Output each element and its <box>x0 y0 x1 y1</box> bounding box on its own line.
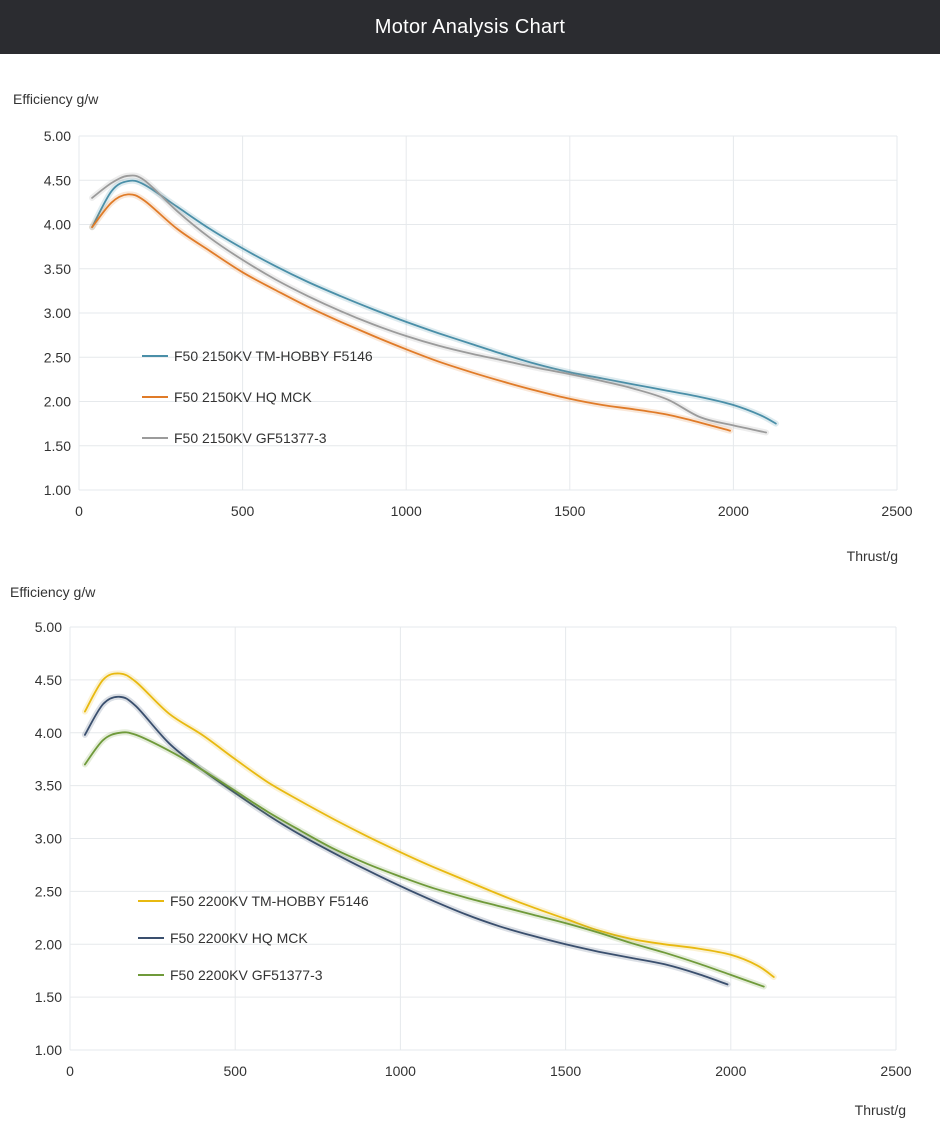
legend-label: F50 2150KV GF51377-3 <box>174 430 327 446</box>
y-axis-title: Efficiency g/w <box>10 584 96 600</box>
series-line-glow <box>89 177 779 427</box>
x-tick-label: 1000 <box>391 503 422 519</box>
series-line-glow <box>81 729 767 990</box>
y-tick-label: 3.00 <box>35 831 62 847</box>
app-header: Motor Analysis Chart <box>0 0 940 54</box>
series-line-1 <box>84 672 775 978</box>
x-tick-label: 2500 <box>880 1063 911 1079</box>
x-tick-label: 500 <box>224 1063 248 1079</box>
y-tick-label: 1.50 <box>35 989 62 1005</box>
chart-2150kv: 1.00 1.50 2.00 2.50 3.00 3.50 4.00 4.50 5.00 0 500… <box>0 54 940 574</box>
legend-label: F50 2150KV TM-HOBBY F5146 <box>174 348 373 364</box>
x-tick-label: 0 <box>66 1063 74 1079</box>
legend-label: F50 2200KV TM-HOBBY F5146 <box>170 893 369 909</box>
y-tick-label: 2.00 <box>44 394 71 410</box>
series-line-2 <box>84 695 729 986</box>
series-line-2 <box>91 193 731 432</box>
y-tick-label: 2.50 <box>44 349 71 365</box>
x-tick-label: 2000 <box>715 1063 746 1079</box>
y-tick-label: 5.00 <box>44 128 71 144</box>
x-tick-label: 1000 <box>385 1063 416 1079</box>
chart-2150kv-svg: 1.00 1.50 2.00 2.50 3.00 3.50 4.00 4.50 5.00 0 500… <box>13 91 913 564</box>
y-axis-title: Efficiency g/w <box>13 91 99 107</box>
y-tick-label: 3.50 <box>44 261 71 277</box>
series-line-3 <box>91 174 767 434</box>
x-tick-label: 2000 <box>718 503 749 519</box>
y-tick-label: 4.00 <box>44 217 71 233</box>
x-axis-title: Thrust/g <box>855 1102 906 1118</box>
x-tick-label: 2500 <box>881 503 912 519</box>
y-tick-label: 3.00 <box>44 305 71 321</box>
y-tick-label: 2.00 <box>35 936 62 952</box>
y-tick-label: 1.00 <box>35 1042 62 1058</box>
y-tick-label: 4.50 <box>35 672 62 688</box>
page-title: Motor Analysis Chart <box>374 15 566 38</box>
y-tick-label: 4.50 <box>44 172 71 188</box>
legend-label: F50 2200KV HQ MCK <box>170 930 308 946</box>
x-tick-label: 0 <box>75 503 83 519</box>
chart-2200kv-svg: 1.00 1.50 2.00 2.50 3.00 3.50 4.00 4.50 5.00 0 500… <box>10 584 912 1118</box>
y-tick-label: 5.00 <box>35 619 62 635</box>
x-tick-label: 500 <box>231 503 255 519</box>
series-line-3 <box>84 731 765 988</box>
y-tick-label: 4.00 <box>35 725 62 741</box>
y-tick-label: 2.50 <box>35 883 62 899</box>
x-tick-label: 1500 <box>550 1063 581 1079</box>
series-line-1 <box>91 179 777 425</box>
legend-label: F50 2150KV HQ MCK <box>174 389 312 405</box>
y-tick-label: 1.50 <box>44 438 71 454</box>
legend-label: F50 2200KV GF51377-3 <box>170 967 323 983</box>
x-tick-label: 1500 <box>554 503 585 519</box>
chart-2200kv: 1.00 1.50 2.00 2.50 3.00 3.50 4.00 4.50 5.00 0 500… <box>0 574 940 1145</box>
y-tick-label: 1.00 <box>44 482 71 498</box>
y-tick-label: 3.50 <box>35 778 62 794</box>
x-axis-title: Thrust/g <box>847 548 898 564</box>
